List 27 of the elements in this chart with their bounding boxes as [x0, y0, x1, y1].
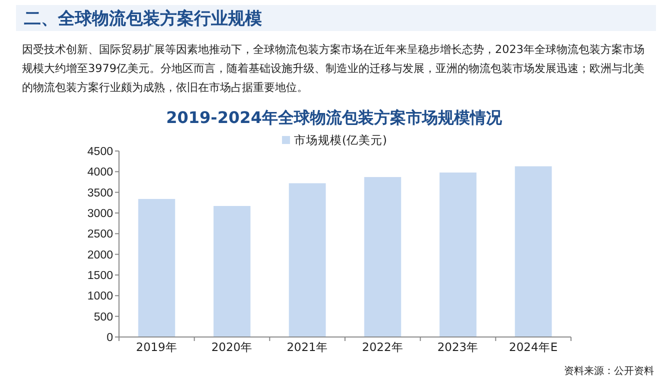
bar — [138, 198, 176, 337]
y-tick-label: 2500 — [87, 228, 113, 241]
y-tick-label: 4500 — [87, 146, 113, 158]
x-tick-label: 2021年 — [286, 340, 328, 354]
x-tick-label: 2023年 — [437, 340, 479, 354]
text: 二、全球物流包装方案行业规模 — [24, 8, 262, 30]
y-tick-label: 1500 — [87, 270, 113, 282]
text: 资料来源：公开资料 — [564, 364, 654, 378]
y-tick-label: 0 — [106, 332, 113, 344]
y-tick-label: 3500 — [87, 187, 113, 200]
bar — [364, 177, 402, 337]
legend-label: 市场规模(亿美元) — [294, 133, 387, 147]
x-tick-label: 2022年 — [362, 340, 404, 354]
x-tick-label: 2020年 — [211, 340, 253, 354]
y-tick-label: 500 — [94, 311, 113, 324]
bar — [514, 166, 552, 337]
bar — [288, 183, 326, 337]
y-tick-label: 2000 — [87, 249, 113, 262]
x-tick-label: 2019年 — [136, 340, 178, 354]
text: 因受技术创新、国际贸易扩展等因素地推动下，全球物流包装方案市场在近年来呈稳步增长态势，2023年全球物流包装方案市场规模大约增至3979亿美元。分地区而言，随着基础设施升级、制造业的迁移与发展，亚洲的物流包装市场发展迅速；欧洲与北美的物流包装方案行业颇为成熟，依旧在市场占据重要地位。 — [22, 42, 646, 96]
bar — [440, 172, 476, 337]
x-tick-label: 2024年E — [509, 340, 558, 354]
bar — [214, 206, 250, 337]
chart-title: 2019-2024年全球物流包装方案市场规模情况 — [166, 108, 503, 127]
y-tick-label: 1000 — [87, 290, 113, 303]
y-tick-label: 4000 — [87, 166, 113, 179]
y-tick-label: 3000 — [87, 208, 113, 220]
